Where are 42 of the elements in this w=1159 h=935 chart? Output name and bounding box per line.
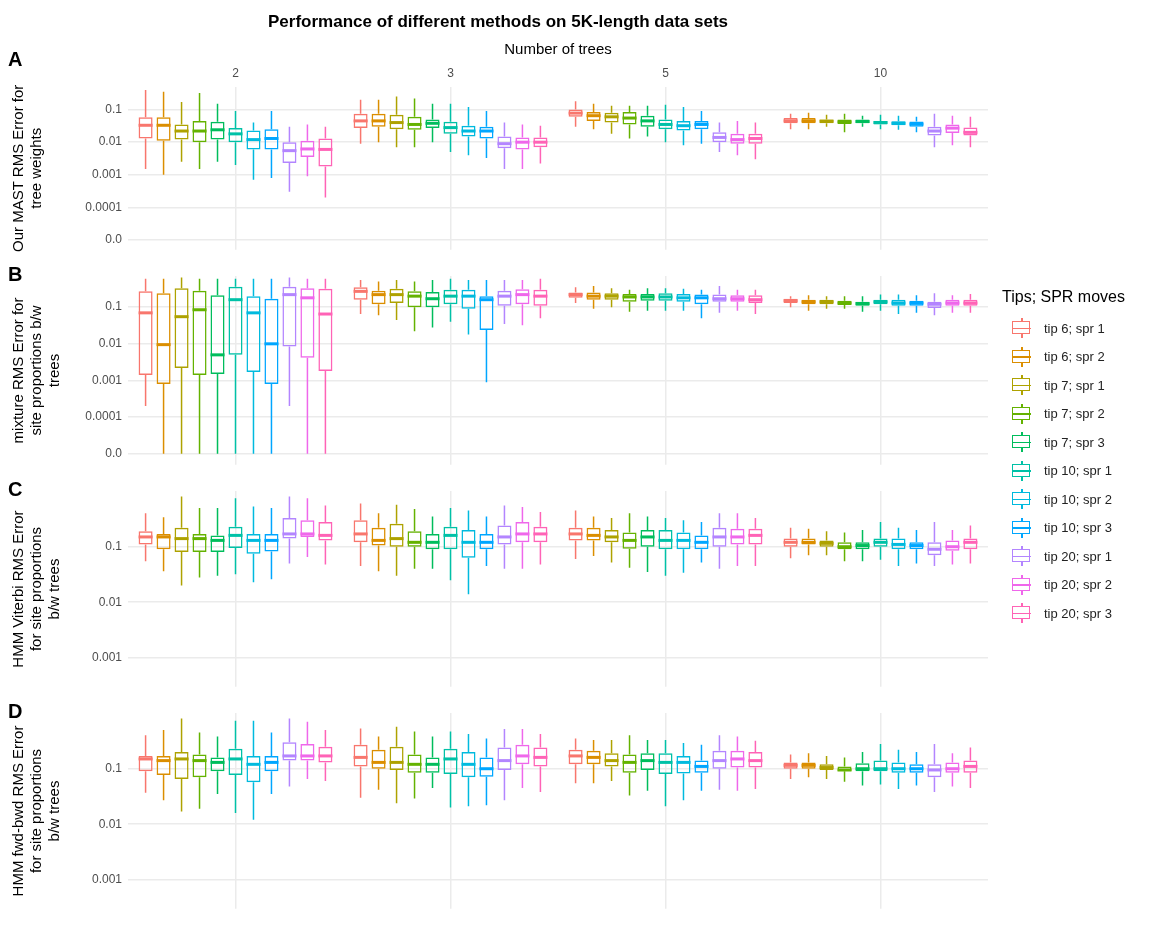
y-tick-label: 0.0001 <box>85 199 123 214</box>
legend-label: tip 6; spr 1 <box>1044 320 1105 336</box>
text: B <box>8 263 23 286</box>
y-tick-label: 0.01 <box>98 594 123 609</box>
y-tick-label: 0.001 <box>91 167 123 182</box>
x-tick-label: 10 <box>873 65 888 80</box>
x-axis-title: Number of trees <box>504 39 612 57</box>
y-tick-label: 0.001 <box>91 872 123 887</box>
text: C <box>8 478 23 501</box>
legend-label: tip 7; spr 1 <box>1044 377 1105 393</box>
legend-label: tip 7; spr 3 <box>1044 434 1105 450</box>
y-tick-label: 0.1 <box>105 539 123 554</box>
y-tick-label: 0.01 <box>98 816 123 831</box>
x-tick-label: 2 <box>232 65 240 80</box>
legend-label: tip 20; spr 2 <box>1044 577 1112 593</box>
chart-title: Performance of different methods on 5K-length data sets <box>267 11 729 31</box>
y-tick-label: 0.0 <box>105 232 123 247</box>
legend-label: tip 20; spr 1 <box>1044 548 1112 564</box>
y-axis-title: HMM fwd-bwd RMS Error for site proportions b/w trees <box>9 725 63 897</box>
legend-label: tip 10; spr 1 <box>1044 463 1112 479</box>
y-axis-title: Our MAST RMS Error for tree weights <box>9 84 45 252</box>
y-axis-title: mixture RMS Error for site proportions b/w trees <box>9 297 63 444</box>
legend-label: tip 6; spr 2 <box>1044 349 1105 365</box>
legend-label: tip 7; spr 2 <box>1044 406 1105 422</box>
legend-title: Tips; SPR moves <box>1002 288 1126 306</box>
text: D <box>8 700 23 723</box>
y-tick-label: 0.1 <box>105 299 123 314</box>
y-tick-label: 0.01 <box>98 134 123 149</box>
y-axis-title: HMM Viterbi RMS Error for site proportions b/w trees <box>9 510 63 668</box>
x-tick-label: 3 <box>447 65 455 80</box>
y-tick-label: 0.01 <box>98 336 123 351</box>
text: A <box>8 48 23 71</box>
y-tick-label: 0.001 <box>91 650 123 665</box>
y-tick-label: 0.1 <box>105 101 123 116</box>
y-tick-label: 0.0001 <box>85 409 123 424</box>
y-tick-label: 0.0 <box>105 446 123 461</box>
y-tick-label: 0.001 <box>91 372 123 387</box>
legend-label: tip 10; spr 2 <box>1044 491 1112 507</box>
y-tick-label: 0.1 <box>105 761 123 776</box>
x-tick-label: 5 <box>662 65 670 80</box>
legend-label: tip 10; spr 3 <box>1044 520 1112 536</box>
legend-label: tip 20; spr 3 <box>1044 605 1112 621</box>
